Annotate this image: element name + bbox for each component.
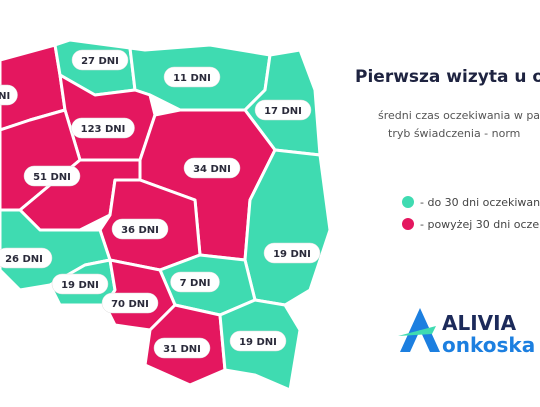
region-labels: DNI 27 DNI 11 DNI 17 DNI 123 DNI 51 DNI 34 DNI…: [0, 49, 321, 359]
subtitle-line: średni czas oczekiwania w paźdz: [378, 109, 540, 122]
label-pill: [229, 330, 287, 352]
region-label: 34 DNI: [193, 164, 231, 175]
region-label: 19 DNI: [239, 337, 277, 348]
region-label: 7 DNI: [180, 278, 211, 289]
label-pill: [0, 247, 53, 269]
region-label: 70 DNI: [111, 299, 149, 310]
region-label: 123 DNI: [81, 124, 126, 135]
label-pill: [71, 49, 129, 71]
logo-text: onkoska: [442, 333, 535, 357]
logo-icon: [400, 308, 440, 352]
region-label: 31 DNI: [163, 344, 201, 355]
label-pill: [101, 292, 159, 314]
label-pill: [71, 117, 135, 139]
label-pill: [153, 337, 211, 359]
logo-icon: [398, 326, 436, 336]
title: Pierwsza wizyta u on: [355, 67, 540, 87]
label-pill: [0, 84, 18, 106]
label-pill: [163, 66, 221, 88]
region-label: 26 DNI: [5, 254, 43, 265]
label-pill: [254, 99, 312, 121]
label-pill: [111, 218, 169, 240]
legend-swatch: [402, 218, 414, 230]
label-pill: [263, 242, 321, 264]
label-pill: [183, 157, 241, 179]
label-pill: [51, 273, 109, 295]
subtitle-line: tryb świadczenia - norm: [388, 127, 520, 140]
region-label: 11 DNI: [173, 73, 211, 84]
legend-swatch: [402, 196, 414, 208]
region-label: 17 DNI: [264, 106, 302, 117]
label-pill: [23, 165, 81, 187]
region-label: 27 DNI: [81, 56, 119, 67]
legend-label: - powyżej 30 dni oczekiw: [420, 218, 540, 231]
logo: ALIVIA onkoska: [398, 308, 535, 357]
region-label: 19 DNI: [273, 249, 311, 260]
region-label: 36 DNI: [121, 225, 159, 236]
label-pill: [170, 271, 220, 293]
logo-text: ALIVIA: [442, 311, 517, 335]
region-label: 19 DNI: [61, 280, 99, 291]
legend-label: - do 30 dni oczekiwania: [420, 196, 540, 209]
region-label: 51 DNI: [33, 172, 71, 183]
region-label: DNI: [0, 91, 10, 102]
